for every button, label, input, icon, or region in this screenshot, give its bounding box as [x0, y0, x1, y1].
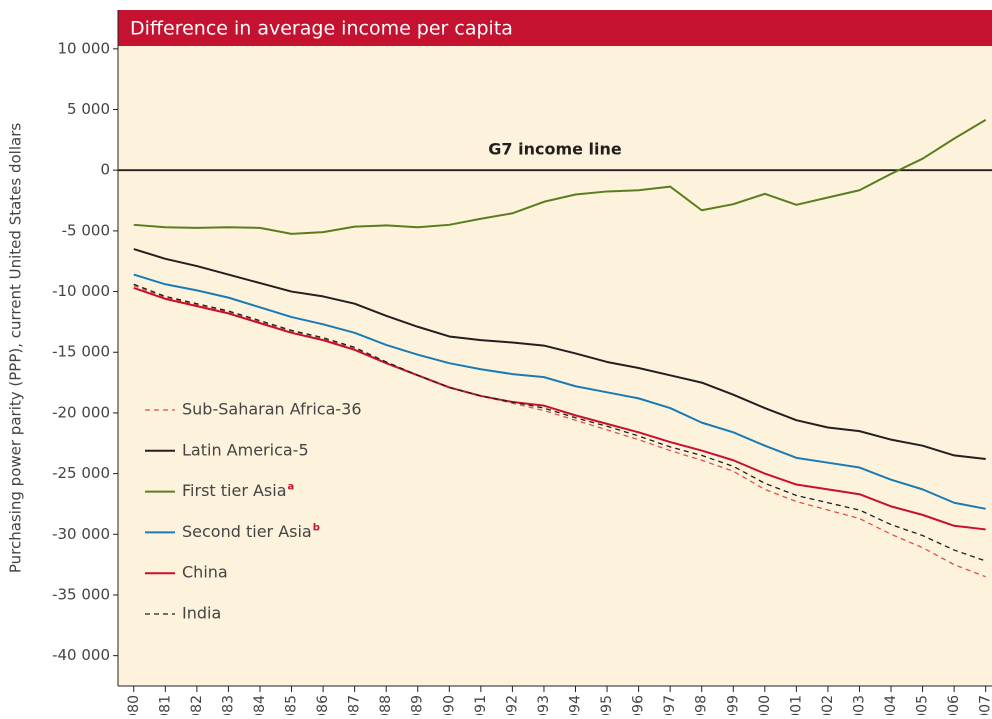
- x-tick-label: 1987: [347, 695, 363, 715]
- x-tick-label: 1991: [473, 695, 489, 715]
- y-tick-label: 0: [100, 161, 110, 179]
- series-line: [133, 273, 986, 510]
- x-tick-label: 1982: [189, 695, 205, 715]
- x-tick-label: 2003: [851, 695, 867, 715]
- y-tick-label: -15 000: [52, 343, 110, 361]
- x-tick-label: 1998: [694, 695, 710, 715]
- x-tick-label: 2005: [915, 695, 931, 715]
- x-tick-label: 1997: [662, 695, 678, 715]
- x-tick-label: 1981: [157, 695, 173, 715]
- x-tick-label: 1993: [536, 695, 552, 715]
- x-tick-label: 1994: [568, 695, 584, 715]
- y-tick-label: -5 000: [62, 221, 110, 239]
- x-tick-label: 2000: [757, 695, 773, 715]
- legend-label: Sub-Saharan Africa-36: [182, 400, 362, 419]
- x-tick-label: 2006: [946, 695, 962, 715]
- y-tick-label: -20 000: [52, 403, 110, 421]
- legend-label: Second tier Asia: [182, 522, 312, 541]
- x-tick-label: 1989: [410, 695, 426, 715]
- y-tick-label: -40 000: [52, 646, 110, 664]
- x-tick-label: 2007: [978, 695, 992, 715]
- x-tick-label: 2002: [820, 695, 836, 715]
- reference-line-label: G7 income line: [488, 140, 622, 159]
- legend-label: China: [182, 563, 228, 582]
- y-axis-label: Purchasing power parity (PPP), current U…: [7, 123, 25, 574]
- x-tick-label: 1996: [631, 695, 647, 715]
- x-tick-label: 2001: [788, 695, 804, 715]
- x-tick-label: 1992: [504, 695, 520, 715]
- y-tick-label: -30 000: [52, 525, 110, 543]
- x-tick-label: 1990: [441, 695, 457, 715]
- y-tick-label: 10 000: [58, 39, 111, 57]
- chart-title: Difference in average income per capita: [130, 18, 513, 40]
- series-line: [133, 118, 987, 235]
- x-tick-label: 1984: [252, 695, 268, 715]
- header-bar: [118, 10, 992, 46]
- series-line: [133, 248, 986, 461]
- series-line: [133, 286, 986, 531]
- y-tick-label: -10 000: [52, 282, 110, 300]
- legend-label: India: [182, 604, 221, 623]
- series-line: [133, 284, 986, 578]
- y-tick-label: -25 000: [52, 464, 110, 482]
- legend-label: First tier Asia: [182, 481, 287, 500]
- x-tick-label: 1988: [378, 695, 394, 715]
- x-tick-label: 1983: [220, 695, 236, 715]
- x-tick-label: 1985: [284, 695, 300, 715]
- x-tick-label: 1995: [599, 695, 615, 715]
- x-tick-label: 2004: [883, 695, 899, 715]
- legend-note: a: [288, 482, 295, 493]
- y-tick-label: 5 000: [67, 100, 110, 118]
- y-tick-label: -35 000: [52, 585, 110, 603]
- legend-note: b: [313, 522, 320, 533]
- series-line: [133, 283, 986, 562]
- x-tick-label: 1986: [315, 695, 331, 715]
- x-tick-label: 1999: [725, 695, 741, 715]
- x-tick-label: 1980: [126, 695, 142, 715]
- legend-label: Latin America-5: [182, 440, 309, 459]
